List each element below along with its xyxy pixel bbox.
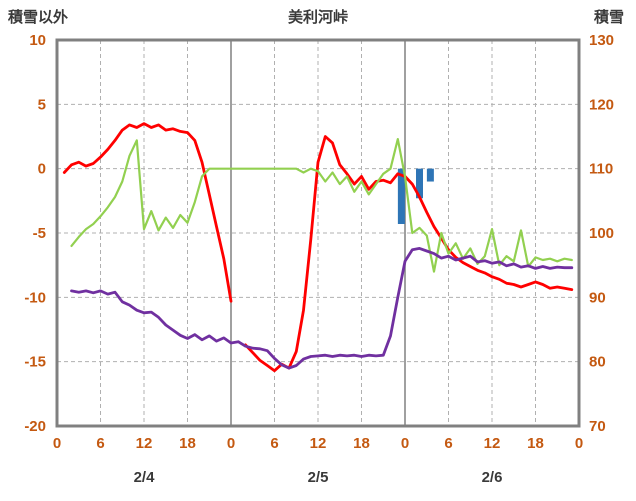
plot-border xyxy=(55,38,581,428)
blue-bars xyxy=(397,168,405,224)
right-axis-tick-label: 70 xyxy=(589,418,606,435)
red-line xyxy=(244,135,574,373)
right-axis-tick-label: 130 xyxy=(589,32,614,49)
left-axis-tick-label: 5 xyxy=(38,96,46,113)
left-axis-tick-label: 10 xyxy=(29,32,46,49)
red-line xyxy=(62,122,233,303)
x-axis-tick-label: 12 xyxy=(484,435,501,452)
x-axis-tick-label: 6 xyxy=(96,435,104,452)
left-axis-title: 積雪以外 xyxy=(8,9,69,26)
blue-bars xyxy=(416,168,423,199)
x-axis-tick-label: 18 xyxy=(179,435,196,452)
x-axis-tick-label: 0 xyxy=(575,435,583,452)
right-axis-title: 積雪 xyxy=(593,9,624,26)
green-line xyxy=(70,138,573,273)
x-axis-tick-label: 12 xyxy=(136,435,153,452)
left-axis-tick-label: 0 xyxy=(38,161,46,178)
x-axis-tick-label: 6 xyxy=(444,435,452,452)
right-axis-tick-label: 120 xyxy=(589,96,614,113)
x-axis-tick-label: 0 xyxy=(227,435,235,452)
right-axis-tick-label: 90 xyxy=(589,289,606,306)
blue-bars xyxy=(426,168,434,182)
day-label: 2/4 xyxy=(134,469,156,486)
left-axis-tick-label: -10 xyxy=(24,289,46,306)
chart-title: 美利河峠 xyxy=(287,9,349,26)
x-axis-tick-label: 12 xyxy=(310,435,327,452)
left-axis-tick-label: -5 xyxy=(33,225,46,242)
left-axis-tick-label: -15 xyxy=(24,354,46,371)
right-axis-tick-label: 80 xyxy=(589,354,606,371)
right-axis-tick-label: 110 xyxy=(589,161,613,178)
day-label: 2/6 xyxy=(482,469,503,486)
x-axis-tick-label: 18 xyxy=(527,435,544,452)
x-axis-tick-label: 6 xyxy=(270,435,278,452)
x-axis-tick-label: 0 xyxy=(401,435,409,452)
x-axis-tick-label: 18 xyxy=(353,435,370,452)
day-label: 2/5 xyxy=(308,469,329,486)
right-axis-tick-label: 100 xyxy=(589,225,614,242)
x-axis-tick-label: 0 xyxy=(53,435,61,452)
purple-line-snow-depth xyxy=(70,246,574,370)
left-axis-tick-label: -20 xyxy=(24,418,46,435)
